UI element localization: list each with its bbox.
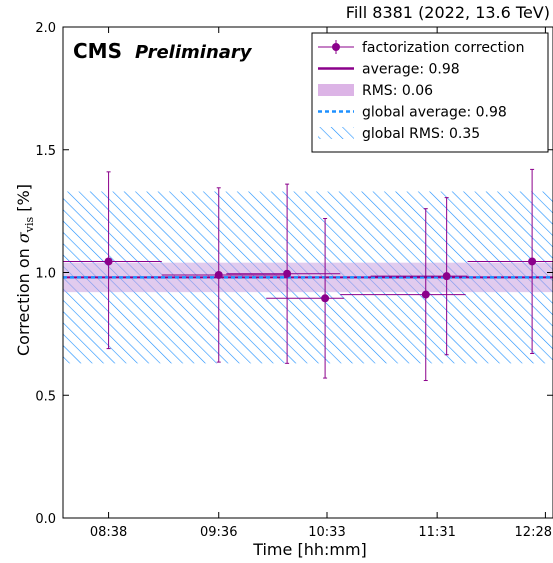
chart-title: Fill 8381 (2022, 13.6 TeV) [346, 3, 550, 22]
legend-label: global RMS: 0.35 [362, 126, 480, 142]
y-tick-label: 0.0 [35, 512, 56, 527]
data-marker [421, 290, 430, 299]
y-tick-label: 2.0 [35, 21, 56, 36]
data-point [467, 168, 553, 355]
legend-marker [332, 43, 340, 51]
x-tick-label: 10:33 [308, 525, 345, 540]
legend: factorization correction average: 0.98 RMS… [311, 32, 549, 153]
data-marker [104, 257, 113, 266]
experiment-label: CMS Preliminary [73, 39, 253, 63]
x-axis: 08:38 09:36 10:33 11:31 12:28 [90, 27, 552, 540]
y-axis: 0.0 0.5 1.0 1.5 2.0 [35, 21, 553, 527]
data-point [370, 197, 468, 356]
y-axis-label-subscript: vis [23, 216, 36, 233]
y-axis-label: Correction on σvis [%] [14, 184, 36, 356]
x-axis-label: Time [hh:mm] [252, 540, 367, 559]
data-point [226, 183, 341, 364]
legend-item: global RMS: 0.35 [318, 126, 480, 142]
data-points [63, 168, 553, 382]
data-point [161, 187, 284, 363]
x-tick-label: 11:31 [418, 525, 455, 540]
data-marker [528, 257, 537, 266]
legend-item: average: 0.98 [318, 62, 460, 78]
legend-band [318, 84, 354, 96]
data-point [266, 217, 345, 379]
data-marker [442, 272, 451, 281]
data-marker [283, 269, 292, 278]
legend-item: RMS: 0.06 [318, 83, 433, 99]
data-marker [321, 294, 330, 303]
legend-label: global average: 0.98 [362, 105, 507, 121]
y-axis-label-prefix: Correction on [14, 243, 33, 356]
y-axis-label-suffix: [%] [14, 184, 33, 217]
x-tick-label: 09:36 [200, 525, 237, 540]
experiment-name: CMS [73, 39, 122, 63]
legend-hatch [318, 127, 354, 139]
x-tick-label: 12:28 [515, 525, 552, 540]
experiment-sublabel: Preliminary [135, 42, 253, 63]
legend-label: average: 0.98 [362, 62, 460, 78]
legend-label: factorization correction [362, 40, 524, 56]
data-point [340, 208, 466, 382]
legend-label: RMS: 0.06 [362, 83, 433, 99]
y-tick-label: 0.5 [35, 389, 56, 404]
data-marker [214, 270, 223, 279]
y-axis-label-symbol: σ [14, 231, 33, 243]
y-tick-label: 1.5 [35, 144, 56, 159]
x-tick-label: 08:38 [90, 525, 127, 540]
y-tick-label: 1.0 [35, 267, 56, 282]
data-point [63, 171, 162, 350]
legend-item: factorization correction [318, 40, 524, 56]
legend-item: global average: 0.98 [318, 105, 507, 121]
plot-area [63, 168, 553, 382]
